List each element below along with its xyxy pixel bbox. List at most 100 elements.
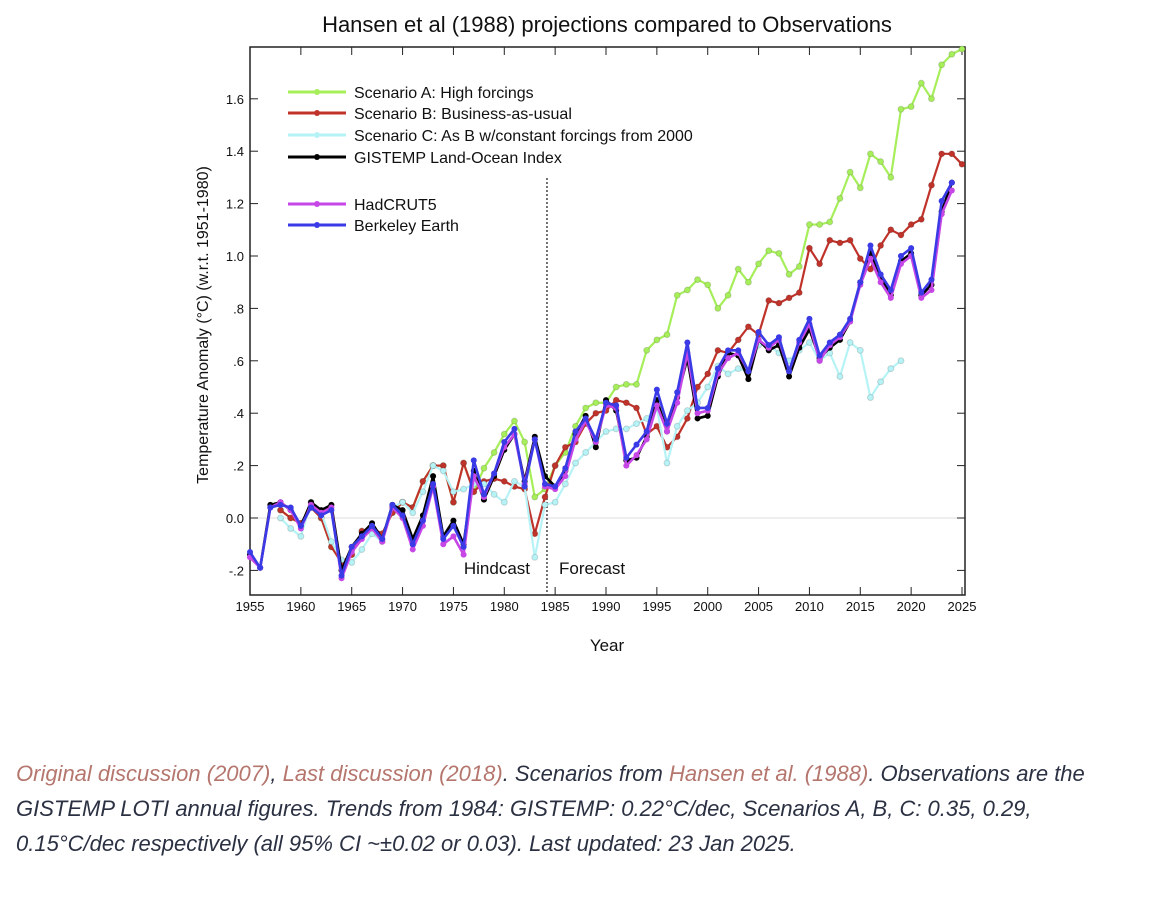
data-point — [338, 572, 345, 579]
data-point — [857, 279, 864, 286]
y-tick-label: 0.0 — [226, 511, 244, 526]
data-point — [501, 439, 508, 446]
data-point — [460, 551, 467, 558]
data-point — [683, 286, 691, 294]
data-point — [602, 428, 610, 436]
data-point — [735, 347, 742, 354]
data-point — [440, 535, 447, 542]
data-point — [938, 61, 946, 69]
data-point — [704, 370, 712, 378]
legend-marker — [314, 154, 320, 160]
data-point — [856, 346, 864, 354]
data-point — [419, 488, 427, 496]
data-point — [887, 173, 895, 181]
series-line — [279, 48, 963, 564]
data-point — [786, 373, 793, 380]
data-point — [643, 428, 650, 435]
data-point — [938, 197, 945, 204]
x-tick-label: 2020 — [897, 599, 926, 614]
x-axis-label: Year — [590, 636, 625, 655]
data-point — [399, 512, 406, 519]
data-point — [409, 546, 416, 553]
data-point — [327, 538, 335, 546]
y-tick-label: 1.2 — [226, 197, 244, 212]
data-point — [856, 255, 864, 263]
data-point — [765, 297, 773, 305]
data-point — [582, 449, 590, 456]
original-discussion-link[interactable]: Original discussion (2007) — [16, 761, 271, 786]
data-point — [603, 399, 609, 406]
data-point — [622, 425, 630, 433]
data-point — [683, 407, 691, 415]
x-tick-label: 1985 — [541, 599, 570, 614]
data-point — [592, 399, 600, 407]
data-point — [744, 278, 752, 286]
x-tick-label: 1995 — [642, 599, 671, 614]
data-point — [673, 422, 681, 430]
data-point — [623, 454, 630, 461]
chart: Hansen et al (1988) projections compared… — [195, 12, 976, 655]
legend-marker — [314, 110, 320, 116]
data-point — [683, 414, 691, 422]
data-point — [856, 184, 864, 192]
data-point — [460, 543, 467, 550]
data-point — [643, 436, 650, 443]
data-point — [674, 389, 681, 396]
data-point — [561, 480, 569, 488]
data-point — [917, 215, 925, 223]
data-point — [500, 430, 508, 438]
data-point — [419, 517, 426, 524]
data-point — [257, 564, 264, 571]
data-point — [571, 459, 579, 467]
x-tick-label: 1965 — [337, 599, 366, 614]
data-point — [562, 465, 569, 472]
data-point — [846, 338, 854, 346]
data-point — [633, 380, 641, 388]
y-tick-label: 1.4 — [226, 144, 244, 159]
data-point — [449, 498, 457, 506]
data-point — [633, 452, 640, 459]
y-tick-label: .4 — [233, 406, 244, 421]
data-point — [541, 493, 549, 501]
y-tick-label: 1.6 — [226, 92, 244, 107]
data-point — [358, 533, 365, 540]
legend-label: GISTEMP Land-Ocean Index — [354, 150, 562, 167]
series-berkeley-earth — [247, 179, 955, 579]
data-point — [663, 459, 671, 467]
data-point — [745, 368, 752, 375]
data-point — [510, 417, 518, 425]
data-point — [653, 386, 660, 393]
data-point — [785, 270, 793, 278]
data-point — [775, 299, 783, 307]
hindcast-label: Hindcast — [464, 559, 530, 578]
data-point — [521, 483, 528, 490]
data-point — [866, 393, 874, 401]
data-point — [917, 79, 925, 87]
y-tick-label: -.2 — [229, 563, 244, 578]
data-point — [552, 483, 559, 490]
data-point — [847, 315, 854, 322]
data-point — [490, 490, 498, 498]
x-tick-label: 1975 — [439, 599, 468, 614]
series-line — [249, 189, 954, 580]
data-point — [358, 545, 366, 553]
data-point — [379, 535, 386, 542]
data-point — [918, 294, 925, 301]
hansen-1988-link[interactable]: Hansen et al. (1988) — [668, 761, 869, 786]
data-point — [287, 504, 294, 511]
data-point — [684, 339, 691, 346]
caption-separator: , — [270, 761, 283, 786]
data-point — [877, 378, 885, 386]
data-point — [287, 524, 295, 532]
data-point — [927, 181, 935, 189]
data-point — [836, 239, 844, 247]
data-point — [948, 50, 956, 58]
data-point — [826, 218, 834, 226]
data-point — [491, 470, 498, 477]
last-discussion-link[interactable]: Last discussion (2018) — [282, 761, 503, 786]
legend-label: Scenario C: As B w/constant forcings fro… — [354, 128, 693, 145]
x-tick-label: 1960 — [286, 599, 315, 614]
data-point — [694, 410, 701, 417]
legend-marker — [314, 89, 320, 95]
data-point — [795, 289, 803, 297]
